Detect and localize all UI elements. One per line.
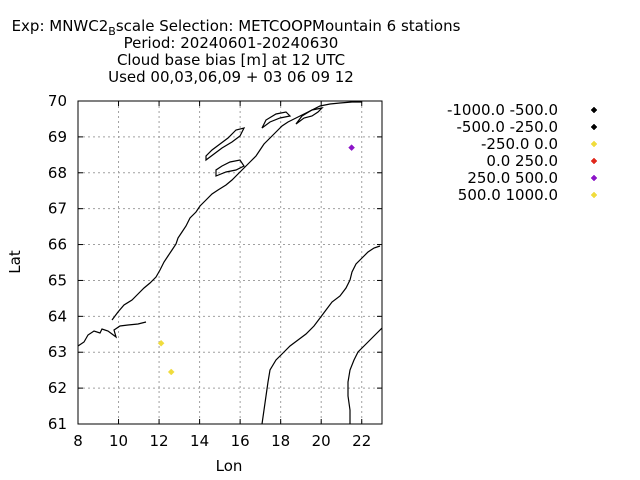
y-tick-label: 65	[48, 271, 67, 289]
x-tick-label: 8	[73, 432, 83, 450]
legend-marker	[590, 174, 598, 182]
y-tick-label: 63	[48, 343, 67, 361]
island-1	[205, 127, 246, 162]
chart-title: Exp: MNWC2Bscale Selection: METCOOPMount…	[12, 17, 461, 86]
y-tick-label: 61	[48, 415, 67, 433]
legend-label: -500.0 -250.0	[457, 118, 558, 136]
y-tick-label: 70	[48, 92, 67, 110]
y-tick-label: 62	[48, 379, 67, 397]
title-line-3: Cloud base bias [m] at 12 UTC	[117, 51, 345, 69]
data-point	[348, 144, 355, 152]
island-3	[261, 111, 292, 129]
x-tick-label: 10	[109, 432, 128, 450]
coastline	[77, 101, 362, 347]
map-outline	[77, 101, 383, 425]
legend-label: 0.0 250.0	[486, 152, 558, 170]
x-tick-label: 14	[190, 432, 209, 450]
island-4	[295, 107, 324, 125]
axis-ticks: 8 10 12 14 16 18 20 22 61 62 63 64 65 66 67 68 69 70	[48, 92, 382, 450]
grid	[78, 101, 382, 424]
legend-label: 250.0 500.0	[467, 169, 558, 187]
y-axis-label: Lat	[6, 250, 24, 274]
border-norway-sweden	[261, 245, 381, 425]
legend-marker	[590, 106, 598, 114]
legend-label: -1000.0 -500.0	[447, 101, 558, 119]
title-line-1: Exp: MNWC2Bscale Selection: METCOOPMount…	[12, 17, 461, 38]
y-tick-label: 64	[48, 307, 67, 325]
data-points	[157, 144, 355, 376]
x-tick-label: 12	[150, 432, 169, 450]
plot-frame	[77, 100, 383, 425]
legend: -1000.0 -500.0-500.0 -250.0-250.0 0.00.0…	[447, 101, 598, 204]
legend-label: 500.0 1000.0	[458, 186, 558, 204]
legend-marker	[590, 157, 598, 165]
y-tick-label: 68	[48, 164, 67, 182]
data-point	[157, 339, 165, 347]
x-axis-label: Lon	[216, 457, 243, 475]
title-line-4: Used 00,03,06,09 + 03 06 09 12	[108, 68, 354, 86]
legend-marker	[590, 191, 598, 199]
island-2	[215, 159, 245, 177]
y-tick-label: 66	[48, 236, 67, 254]
x-tick-label: 20	[312, 432, 331, 450]
data-point	[167, 368, 175, 376]
title-line-2: Period: 20240601-20240630	[124, 34, 339, 52]
y-tick-label: 67	[48, 200, 67, 218]
legend-marker	[590, 123, 598, 131]
border-sweden-finland	[347, 327, 383, 424]
x-tick-label: 16	[231, 432, 250, 450]
x-tick-label: 22	[352, 432, 371, 450]
legend-marker	[590, 140, 598, 148]
x-tick-label: 18	[271, 432, 290, 450]
title-subscript: B	[108, 25, 116, 38]
y-tick-label: 69	[48, 128, 67, 146]
legend-label: -250.0 0.0	[481, 135, 558, 153]
